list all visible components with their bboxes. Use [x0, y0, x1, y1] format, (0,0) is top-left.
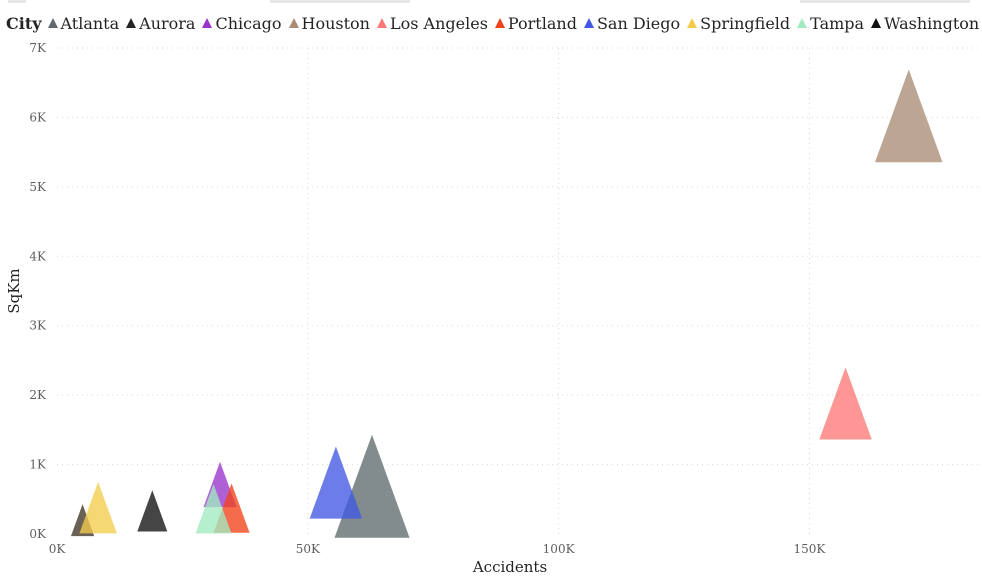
y-tick-label: 7K	[29, 41, 47, 55]
y-axis-title: SqKm	[5, 268, 23, 313]
triangle-marker-icon	[126, 18, 137, 28]
legend-swatch	[47, 18, 58, 28]
legend-item-label: Houston	[301, 13, 370, 33]
gridlines	[57, 47, 982, 534]
legend-item-atlanta[interactable]: Atlanta	[47, 13, 120, 33]
top-strip-segment	[8, 0, 26, 3]
tick-labels: 0K 1K 2K 3K 4K 5K 6K 7K 0K 50K 100K 150K	[29, 41, 826, 556]
marker-washington-dc[interactable]	[137, 490, 168, 532]
triangle-marker-icon	[687, 18, 698, 28]
legend-item-label: Chicago	[215, 13, 282, 33]
marker-san-diego[interactable]	[309, 446, 363, 519]
y-tick-label: 3K	[29, 319, 47, 333]
legend-item-label: Portland	[507, 13, 577, 33]
triangle-marker-icon	[871, 18, 882, 28]
triangle-marker-icon	[202, 18, 213, 28]
legend-swatch	[202, 18, 213, 28]
legend-item-houston[interactable]: Houston	[288, 13, 370, 33]
legend-item-chicago[interactable]: Chicago	[202, 13, 282, 33]
data-markers	[70, 69, 943, 538]
y-tick-label: 2K	[29, 388, 47, 402]
top-strip-segment	[800, 0, 970, 3]
top-strip-segment	[270, 0, 410, 3]
legend-swatch	[797, 18, 808, 28]
marker-houston[interactable]	[875, 69, 943, 163]
y-tick-label: 5K	[29, 180, 47, 194]
y-tick-label: 6K	[29, 110, 47, 124]
x-axis-title: Accidents	[472, 558, 547, 576]
triangle-marker-icon	[288, 18, 299, 28]
legend-swatch	[376, 18, 387, 28]
triangle-marker-icon	[47, 18, 58, 28]
legend-swatch	[288, 18, 299, 28]
marker-springfield[interactable]	[79, 481, 117, 534]
triangle-marker-icon	[494, 18, 505, 28]
legend-item-aurora[interactable]: Aurora	[126, 14, 195, 33]
y-tick-label: 4K	[29, 249, 47, 263]
legend-swatch	[126, 18, 137, 28]
triangle-marker-icon	[797, 18, 808, 28]
legend-swatch	[494, 18, 505, 28]
y-tick-label: 1K	[29, 458, 47, 472]
triangle-marker-icon	[376, 18, 387, 28]
legend-item-label: Los Angeles	[389, 13, 488, 33]
legend-item-label: Washington DC	[884, 13, 982, 33]
legend-title: City	[6, 13, 42, 33]
legend-item-los-angeles[interactable]: Los Angeles	[376, 13, 488, 33]
y-tick-label: 0K	[29, 527, 47, 541]
x-tick-label: 0K	[49, 542, 67, 556]
legend-item-label: San Diego	[596, 13, 681, 33]
legend-item-san-diego[interactable]: San Diego	[583, 13, 681, 33]
legend: City Atlanta Aurora Chicago Houston Los Ange…	[6, 12, 982, 34]
legend-swatch	[871, 18, 882, 28]
x-tick-label: 50K	[296, 542, 321, 556]
legend-item-label: Springfield	[700, 13, 791, 33]
legend-swatch	[687, 18, 698, 28]
legend-item-tampa[interactable]: Tampa	[797, 14, 864, 33]
marker-tampa[interactable]	[195, 484, 232, 534]
triangle-marker-icon	[583, 18, 594, 28]
legend-item-springfield[interactable]: Springfield	[687, 14, 790, 33]
legend-swatch	[583, 18, 594, 28]
marker-los-angeles[interactable]	[819, 367, 872, 440]
legend-item-label: Atlanta	[60, 13, 120, 33]
legend-item-washington-dc[interactable]: Washington DC	[871, 14, 982, 33]
legend-item-label: Tampa	[810, 13, 865, 33]
x-tick-label: 100K	[543, 542, 576, 556]
top-strip	[0, 0, 982, 4]
x-tick-label: 150K	[793, 542, 826, 556]
legend-item-portland[interactable]: Portland	[494, 13, 577, 33]
legend-item-label: Aurora	[139, 13, 196, 33]
